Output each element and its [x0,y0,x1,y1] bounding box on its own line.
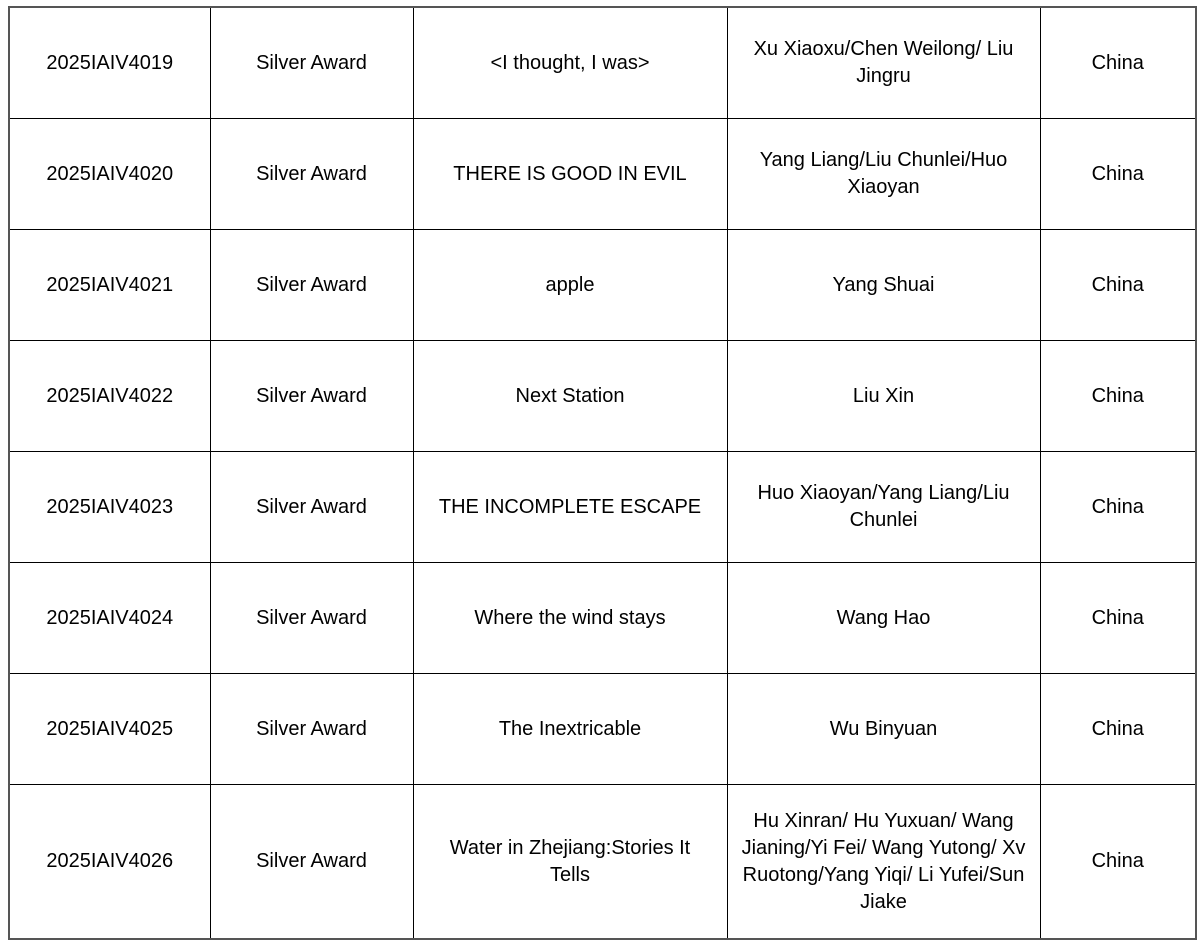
entry-id-cell: 2025IAIV4025 [8,673,211,785]
table-row: 2025IAIV4026 Silver Award Water in Zhejian… [8,784,1197,940]
title-cell: THE INCOMPLETE ESCAPE [412,451,728,563]
authors-cell: Wu Binyuan [726,673,1041,785]
authors-cell: Wang Hao [726,562,1041,674]
awards-table-body: 2025IAIV4019 Silver Award <I thought, I wa… [8,6,1197,940]
award-cell: Silver Award [209,562,414,674]
entry-id-cell: 2025IAIV4026 [8,784,211,940]
title-cell: Where the wind stays [412,562,728,674]
authors-cell: Yang Liang/Liu Chunlei/Huo Xiaoyan [726,118,1041,230]
country-cell: China [1039,784,1197,940]
country-cell: China [1039,451,1197,563]
authors-cell: Yang Shuai [726,229,1041,341]
entry-id-cell: 2025IAIV4024 [8,562,211,674]
table-row: 2025IAIV4022 Silver Award Next Station Liu … [8,340,1197,452]
country-cell: China [1039,673,1197,785]
country-cell: China [1039,229,1197,341]
entry-id-cell: 2025IAIV4021 [8,229,211,341]
country-cell: China [1039,562,1197,674]
table-row: 2025IAIV4020 Silver Award THERE IS GOOD IN… [8,118,1197,230]
authors-cell: Hu Xinran/ Hu Yuxuan/ Wang Jianing/Yi Fe… [726,784,1041,940]
title-cell: apple [412,229,728,341]
title-cell: Next Station [412,340,728,452]
table-row: 2025IAIV4023 Silver Award THE INCOMPLETE E… [8,451,1197,563]
authors-cell: Liu Xin [726,340,1041,452]
awards-table: 2025IAIV4019 Silver Award <I thought, I wa… [8,6,1197,940]
award-cell: Silver Award [209,451,414,563]
country-cell: China [1039,340,1197,452]
table-row: 2025IAIV4019 Silver Award <I thought, I wa… [8,6,1197,119]
entry-id-cell: 2025IAIV4020 [8,118,211,230]
country-cell: China [1039,6,1197,119]
award-cell: Silver Award [209,229,414,341]
title-cell: The Inextricable [412,673,728,785]
title-cell: <I thought, I was> [412,6,728,119]
country-cell: China [1039,118,1197,230]
award-cell: Silver Award [209,784,414,940]
title-cell: THERE IS GOOD IN EVIL [412,118,728,230]
table-row: 2025IAIV4024 Silver Award Where the wind s… [8,562,1197,674]
award-cell: Silver Award [209,673,414,785]
entry-id-cell: 2025IAIV4019 [8,6,211,119]
award-cell: Silver Award [209,340,414,452]
award-cell: Silver Award [209,118,414,230]
authors-cell: Huo Xiaoyan/Yang Liang/Liu Chunlei [726,451,1041,563]
authors-cell: Xu Xiaoxu/Chen Weilong/ Liu Jingru [726,6,1041,119]
table-row: 2025IAIV4021 Silver Award apple Yang Shuai C… [8,229,1197,341]
award-cell: Silver Award [209,6,414,119]
entry-id-cell: 2025IAIV4022 [8,340,211,452]
title-cell: Water in Zhejiang:Stories It Tells [412,784,728,940]
table-row: 2025IAIV4025 Silver Award The Inextricable… [8,673,1197,785]
entry-id-cell: 2025IAIV4023 [8,451,211,563]
